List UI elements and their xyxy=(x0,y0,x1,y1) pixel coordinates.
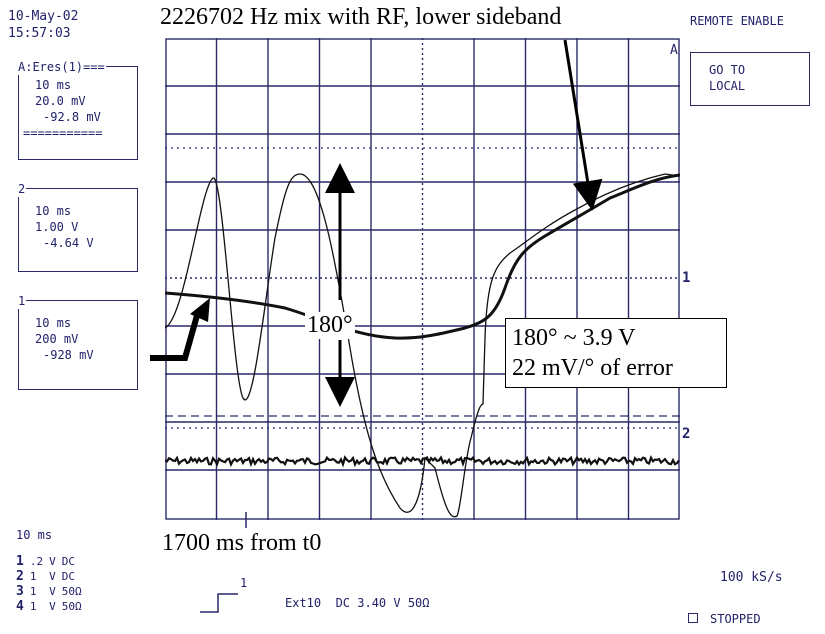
annotation-box: 180° ~ 3.9 V 22 mV/° of error xyxy=(505,318,727,388)
annotation-box-line2: 22 mV/° of error xyxy=(512,355,673,381)
channel-setting-ch: 1 xyxy=(16,554,24,569)
channel-setting-unit: V xyxy=(49,600,56,613)
channel-tag: A:Eres(1)=== xyxy=(17,59,106,75)
channel-settings-table: 1.2 V DC 2 1 V DC 3 1 V 50Ω 4 1 V 50Ω xyxy=(16,554,88,614)
timestamp: 10-May-02 15:57:03 xyxy=(8,8,78,42)
status-label: STOPPED xyxy=(710,612,761,626)
page-title: 2226702 Hz mix with RF, lower sideband xyxy=(160,4,562,30)
remote-enable-label: REMOTE ENABLE xyxy=(690,14,784,28)
sample-rate: 100 kS/s xyxy=(720,570,783,585)
footer-timebase: 10 ms xyxy=(16,528,53,542)
channel-setting-cpl: 50Ω xyxy=(61,585,82,598)
ch2-level-marker: 2 xyxy=(682,426,691,442)
status-indicator: STOPPED xyxy=(688,612,761,626)
channel-setting-ch: 2 xyxy=(16,569,24,584)
channel-setting-row: 1 .2 V DC xyxy=(16,554,88,569)
channel-offset: -4.64 V xyxy=(43,236,94,250)
channel-scale: 20.0 mV xyxy=(35,94,86,108)
channel-setting-unit: V xyxy=(49,555,56,568)
channel-setting-row: 3 1 V 50Ω xyxy=(16,584,88,599)
channel-2-trace xyxy=(165,455,680,468)
channel-setting-unit: V xyxy=(49,585,56,598)
center-axes xyxy=(165,38,680,520)
channel-box-2[interactable]: 2 10 ms 1.00 V -4.64 V xyxy=(17,181,138,272)
channel-1-trace xyxy=(165,173,680,518)
trigger-marker: 1 xyxy=(240,576,248,590)
channel-setting-val: 1 xyxy=(29,570,37,583)
annotation-box-line1: 180° ~ 3.9 V xyxy=(512,325,636,351)
channel-separator: =========== xyxy=(23,126,103,140)
channel-tag: 1 xyxy=(17,293,27,309)
channel-timebase: 10 ms xyxy=(35,78,72,92)
channel-setting-val: 1 xyxy=(29,585,37,598)
channel-setting-row: 2 1 V DC xyxy=(16,569,88,584)
channel-offset: -928 mV xyxy=(43,348,94,362)
time-label: 15:57:03 xyxy=(8,26,71,41)
trigger-slope-icon xyxy=(200,593,238,613)
channel-timebase: 10 ms xyxy=(35,316,72,330)
channel-scale: 1.00 V xyxy=(35,220,79,234)
channel-setting-cpl: DC xyxy=(61,555,75,568)
marker-a: A xyxy=(670,43,678,58)
reference-lines xyxy=(165,147,680,429)
stopped-icon xyxy=(688,613,698,623)
channel-tag: 2 xyxy=(17,181,27,197)
trigger-settings: Ext10 DC 3.40 V 50Ω xyxy=(285,596,430,610)
channel-setting-cpl: 50Ω xyxy=(61,600,82,613)
channel-scale: 200 mV xyxy=(35,332,79,346)
channel-box-1[interactable]: 1 10 ms 200 mV -928 mV xyxy=(17,293,138,390)
channel-setting-val: .2 xyxy=(29,555,44,568)
annotation-180deg: 180° xyxy=(305,312,355,339)
channel-timebase: 10 ms xyxy=(35,204,72,218)
channel-box-eres[interactable]: A:Eres(1)=== 10 ms 20.0 mV -92.8 mV ====… xyxy=(17,59,138,160)
channel-setting-ch: 3 xyxy=(16,584,24,599)
channel-offset: -92.8 mV xyxy=(43,110,101,124)
ch1-level-marker: 1 xyxy=(682,270,691,286)
go-to-local-button[interactable]: GO TO LOCAL xyxy=(690,52,810,106)
date-label: 10-May-02 xyxy=(8,9,79,24)
annotation-from-t0: 1700 ms from t0 xyxy=(162,530,322,557)
channel-setting-ch: 4 xyxy=(16,599,24,614)
channel-setting-cpl: DC xyxy=(61,570,75,583)
channel-setting-row: 4 1 V 50Ω xyxy=(16,599,88,614)
go-to-local-line1: GO TO xyxy=(709,63,746,77)
channel-setting-val: 1 xyxy=(29,600,37,613)
go-to-local-line2: LOCAL xyxy=(709,79,746,93)
channel-setting-unit: V xyxy=(49,570,56,583)
oscilloscope-screen[interactable]: A xyxy=(165,38,680,520)
